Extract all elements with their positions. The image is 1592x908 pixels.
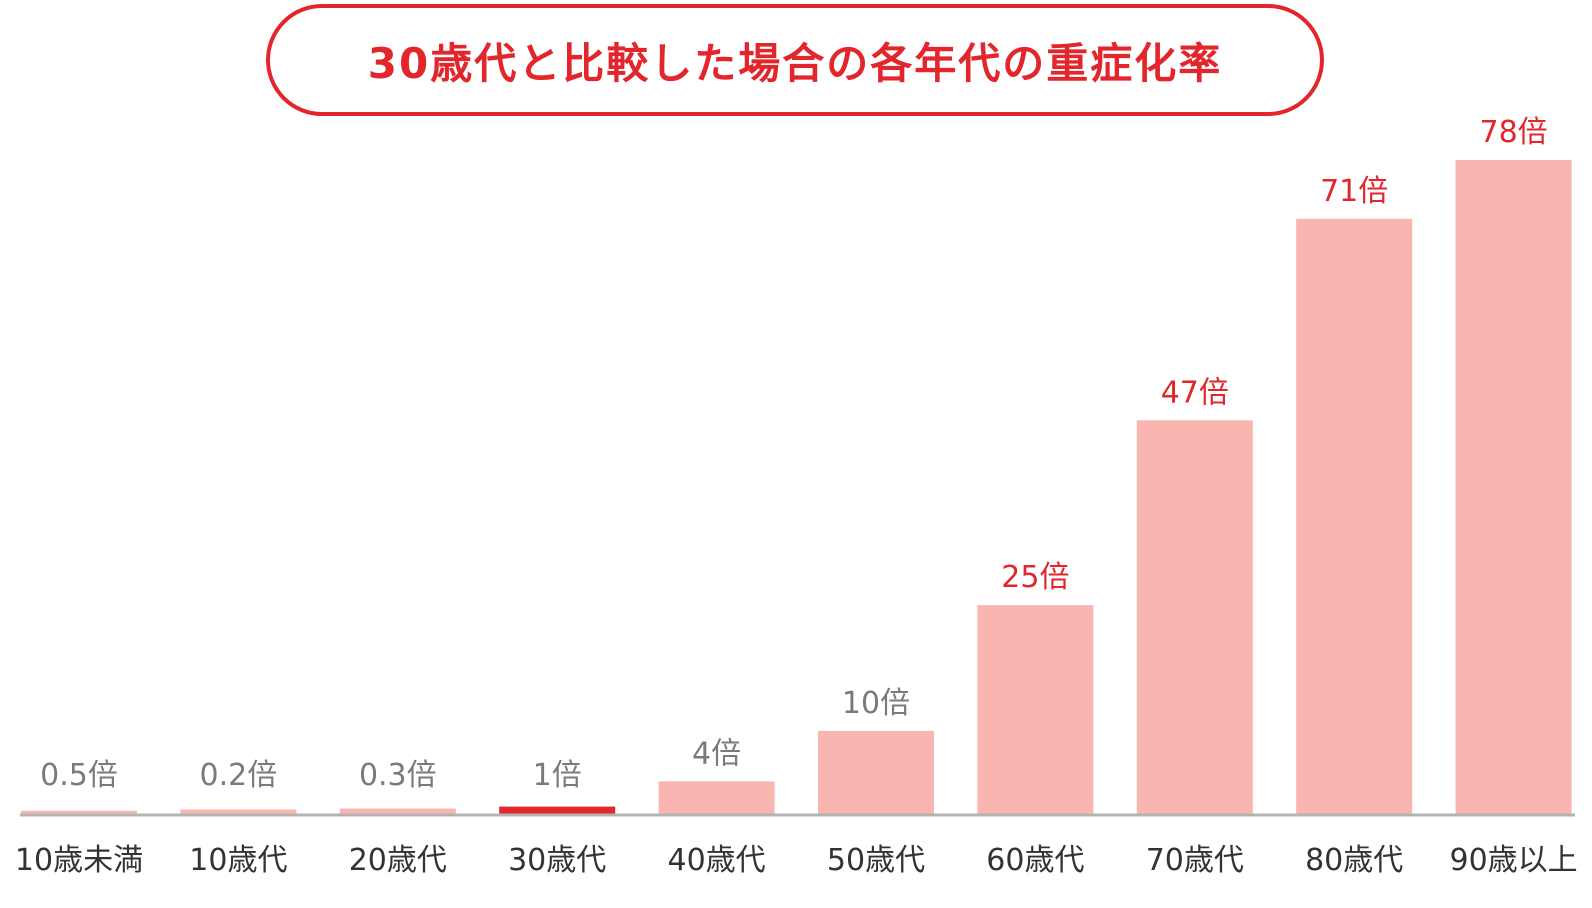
bar-9 [1296, 218, 1413, 816]
category-label-5: 40歳代 [668, 843, 766, 878]
value-label-1: 0.5倍 [40, 758, 118, 793]
bar-6 [818, 731, 934, 815]
chart-title: 30歳代と比較した場合の各年代の重症化率 [367, 38, 1223, 88]
category-label-1: 10歳未満 [15, 843, 143, 878]
bar-group [21, 160, 1572, 816]
value-label-10: 78倍 [1480, 115, 1548, 150]
category-label-group: 10歳未満 10歳代 20歳代 30歳代 40歳代 50歳代 60歳代 70歳代 80歳代 90歳… [15, 843, 1578, 878]
bar-4 [499, 806, 616, 815]
bar-10 [1455, 160, 1572, 815]
category-label-7: 60歳代 [986, 843, 1084, 878]
category-label-6: 50歳代 [827, 843, 925, 878]
value-label-4: 1倍 [533, 758, 582, 793]
bar-1 [21, 810, 137, 815]
bar-2 [180, 809, 297, 815]
chart-title-frame: 30歳代と比較した場合の各年代の重症化率 [266, 4, 1324, 116]
value-label-2: 0.2倍 [200, 758, 278, 793]
bar-7 [977, 605, 1094, 815]
category-label-4: 30歳代 [508, 843, 606, 878]
value-label-5: 4倍 [692, 736, 741, 771]
value-label-8: 47倍 [1161, 375, 1229, 410]
category-label-3: 20歳代 [349, 843, 447, 878]
value-label-7: 25倍 [1001, 560, 1069, 595]
value-label-group: 0.5倍 0.2倍 0.3倍 1倍 4倍 10倍 25倍 47倍 71倍 78倍 [40, 115, 1548, 793]
bar-8 [1136, 420, 1253, 815]
category-label-9: 80歳代 [1305, 843, 1403, 878]
value-label-6: 10倍 [842, 686, 910, 721]
value-label-9: 71倍 [1320, 174, 1388, 209]
category-label-10: 90歳以上 [1450, 843, 1578, 878]
value-label-3: 0.3倍 [359, 758, 437, 793]
bar-5 [658, 781, 775, 815]
category-label-8: 70歳代 [1146, 843, 1244, 878]
category-label-2: 10歳代 [189, 843, 287, 878]
bar-3 [339, 808, 456, 815]
